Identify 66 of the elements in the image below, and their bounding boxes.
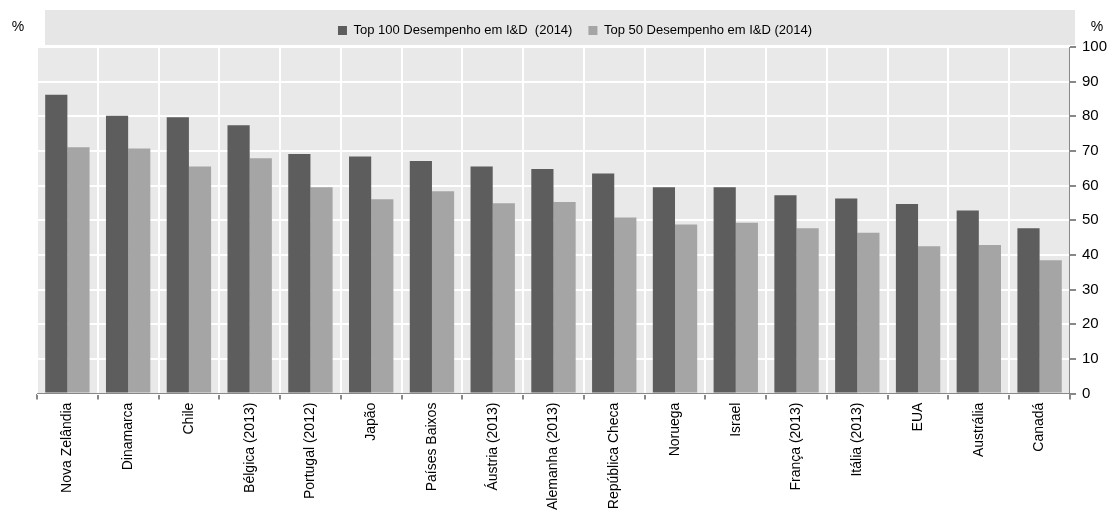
bar bbox=[349, 156, 372, 393]
x-tick-label: Chile bbox=[179, 402, 196, 435]
x-tick-label: Japão bbox=[362, 402, 379, 441]
bar bbox=[774, 195, 797, 393]
x-tick-label: Nova Zelândia bbox=[58, 402, 75, 493]
bar bbox=[288, 154, 311, 393]
y-tick-label: 80 bbox=[1081, 106, 1099, 124]
bar bbox=[978, 244, 1002, 393]
x-tick-label: Alemanha (2013) bbox=[544, 402, 561, 511]
bar bbox=[310, 187, 333, 393]
bar bbox=[1017, 228, 1040, 393]
bar bbox=[675, 224, 698, 393]
bar bbox=[614, 217, 637, 393]
y-tick-label: 100 bbox=[1081, 37, 1107, 55]
bar bbox=[371, 199, 394, 393]
bar bbox=[45, 94, 68, 393]
bar bbox=[652, 187, 676, 393]
y-tick-label: 50 bbox=[1081, 210, 1099, 228]
bar bbox=[835, 198, 858, 393]
x-tick-label: EUA bbox=[908, 401, 925, 432]
legend-label: Top 50 Desempenho em I&D (2014) bbox=[603, 22, 813, 38]
x-tick-label: Portugal (2012) bbox=[301, 402, 318, 500]
bar bbox=[796, 228, 819, 393]
bar bbox=[956, 210, 979, 393]
bar bbox=[67, 147, 90, 393]
bar bbox=[409, 161, 432, 393]
bar bbox=[249, 158, 272, 393]
bar bbox=[531, 169, 554, 393]
bar bbox=[1039, 260, 1062, 393]
text: % bbox=[11, 18, 25, 35]
y-tick-label: 70 bbox=[1081, 141, 1099, 159]
x-tick-label: Israel bbox=[726, 402, 743, 437]
bar bbox=[735, 222, 758, 393]
x-tick-label: Áustria (2013) bbox=[483, 402, 500, 491]
y-axis-title: % bbox=[1090, 18, 1104, 35]
bar bbox=[857, 232, 880, 393]
bar bbox=[592, 173, 615, 393]
bar bbox=[128, 148, 151, 393]
y-tick-label: 10 bbox=[1081, 349, 1099, 367]
legend-label: Top 100 Desempenho em I&D (2014) bbox=[353, 22, 573, 38]
bar bbox=[895, 204, 919, 393]
y-tick-label: 60 bbox=[1081, 175, 1099, 193]
bar bbox=[918, 246, 941, 393]
x-tick-label: República Checa bbox=[605, 402, 622, 510]
y-tick-label: 40 bbox=[1081, 245, 1099, 263]
y-tick-label: 30 bbox=[1081, 279, 1099, 297]
y-tick-label: 90 bbox=[1081, 71, 1099, 89]
y-tick-label: 20 bbox=[1081, 314, 1099, 332]
bar bbox=[227, 125, 250, 393]
y-tick-label: 0 bbox=[1081, 383, 1091, 401]
bar bbox=[553, 201, 576, 393]
bar bbox=[105, 115, 129, 393]
x-tick-label: Austrália bbox=[969, 402, 986, 458]
x-tick-label: Canadá bbox=[1030, 402, 1047, 452]
bar bbox=[166, 117, 189, 393]
bar bbox=[470, 166, 493, 393]
bar bbox=[431, 191, 455, 393]
x-tick-label: França (2013) bbox=[787, 402, 804, 491]
x-tick-label: Dinamarca bbox=[119, 402, 135, 471]
x-tick-label: Noruega bbox=[665, 402, 682, 457]
bar bbox=[188, 166, 212, 393]
x-tick-label: Bélgica (2013) bbox=[240, 402, 257, 493]
bar bbox=[713, 187, 736, 393]
x-tick-label: Itália (2013) bbox=[848, 402, 865, 477]
bar bbox=[492, 203, 515, 393]
x-tick-label: Países Baixos bbox=[422, 402, 439, 492]
